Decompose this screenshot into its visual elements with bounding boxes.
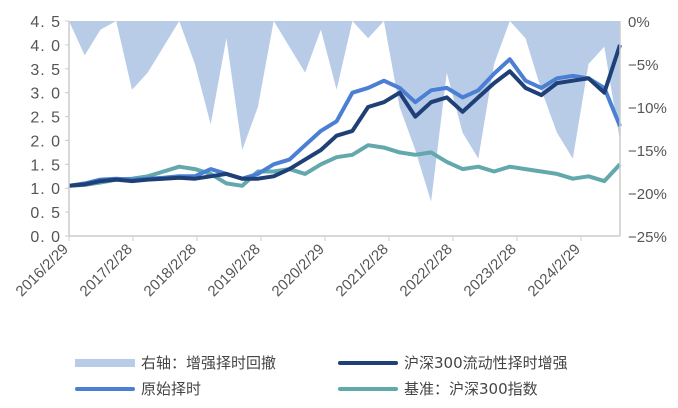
right-tick-label: −10%	[628, 100, 667, 117]
x-tick-label: 2019/2/28	[205, 241, 264, 300]
legend-label: 沪深300流动性择时增强	[404, 354, 568, 372]
x-tick-label: 2021/2/28	[333, 241, 392, 300]
legend-item-drawdown: 右轴：增强择时回撤	[75, 352, 276, 373]
left-tick-label: 0. 0	[30, 229, 61, 246]
left-tick-label: 1. 0	[30, 181, 61, 198]
drawdown-area	[69, 21, 620, 202]
right-tick-label: −20%	[628, 186, 667, 203]
series-line-2	[68, 44, 622, 188]
right-tick-label: 0%	[628, 14, 650, 31]
x-tick-label: 2016/2/29	[13, 241, 72, 300]
left-tick-label: 1. 5	[30, 157, 61, 174]
legend-swatch	[338, 386, 398, 391]
legend-label: 右轴：增强择时回撤	[141, 354, 277, 372]
right-tick-label: −5%	[628, 57, 658, 74]
legend-label: 原始择时	[141, 380, 202, 398]
x-tick-label: 2022/2/28	[397, 241, 456, 300]
series-line-3	[68, 143, 622, 188]
left-tick-label: 4. 0	[30, 38, 61, 55]
left-tick-label: 2. 5	[30, 110, 61, 127]
right-tick-label: −15%	[628, 143, 667, 160]
legend-label: 基准：沪深300指数	[404, 380, 538, 398]
left-tick-label: 3. 0	[30, 86, 61, 103]
left-tick-label: 4. 5	[30, 14, 61, 31]
x-tick-label: 2024/2/29	[525, 241, 584, 300]
left-tick-label: 0. 5	[30, 205, 61, 222]
legend-swatch	[338, 360, 398, 365]
left-tick-label: 3. 5	[30, 62, 61, 79]
legend-item-original: 原始择时	[75, 378, 201, 399]
series-line-1	[68, 57, 622, 188]
x-tick-label: 2017/2/28	[77, 241, 136, 300]
right-tick-label: −25%	[628, 229, 667, 246]
legend-swatch	[75, 358, 135, 367]
x-tick-label: 2023/2/28	[461, 241, 520, 300]
legend-item-benchmark: 基准：沪深300指数	[338, 378, 538, 399]
left-tick-label: 2. 0	[30, 133, 61, 150]
x-tick-label: 2020/2/29	[269, 241, 328, 300]
legend-swatch	[75, 386, 135, 391]
legend-item-enhanced: 沪深300流动性择时增强	[338, 352, 568, 373]
x-tick-label: 2018/2/28	[141, 241, 200, 300]
chart: 0. 0 0. 5 1. 0 1. 5 2. 0 2. 5 3. 0 3. 5 4. 0 4. 5…	[13, 14, 667, 300]
